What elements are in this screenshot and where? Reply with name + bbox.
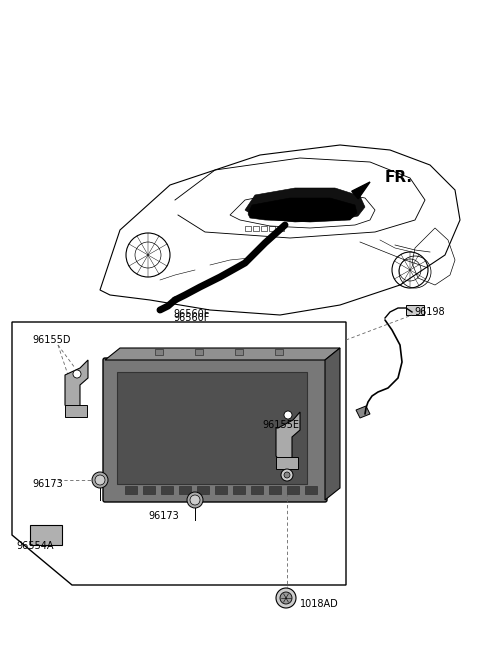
Text: 96155E: 96155E bbox=[262, 420, 299, 430]
Bar bbox=[233, 486, 245, 494]
Circle shape bbox=[92, 472, 108, 488]
Polygon shape bbox=[276, 412, 300, 464]
Circle shape bbox=[187, 492, 203, 508]
Circle shape bbox=[284, 411, 292, 419]
Bar bbox=[275, 349, 283, 355]
Bar bbox=[235, 349, 243, 355]
Circle shape bbox=[190, 495, 200, 505]
Bar bbox=[65, 405, 87, 417]
Circle shape bbox=[281, 469, 293, 481]
Circle shape bbox=[73, 370, 81, 378]
Text: 96554A: 96554A bbox=[16, 541, 53, 551]
Polygon shape bbox=[105, 348, 340, 360]
Bar bbox=[276, 457, 298, 469]
Text: 96560F: 96560F bbox=[174, 309, 210, 319]
Polygon shape bbox=[325, 348, 340, 500]
Bar bbox=[251, 486, 263, 494]
Bar bbox=[261, 226, 267, 231]
Bar bbox=[253, 226, 259, 231]
Polygon shape bbox=[12, 322, 346, 585]
Bar bbox=[179, 486, 191, 494]
Bar bbox=[406, 305, 424, 315]
Circle shape bbox=[276, 588, 296, 608]
Text: FR.: FR. bbox=[385, 171, 413, 186]
Bar bbox=[215, 486, 227, 494]
Polygon shape bbox=[248, 198, 357, 222]
Polygon shape bbox=[352, 182, 370, 199]
Bar bbox=[125, 486, 137, 494]
Bar bbox=[305, 486, 317, 494]
Circle shape bbox=[280, 592, 292, 604]
Text: 96198: 96198 bbox=[414, 307, 444, 317]
Bar bbox=[278, 226, 284, 231]
Text: 96155D: 96155D bbox=[32, 335, 71, 345]
Bar bbox=[143, 486, 155, 494]
Bar bbox=[195, 349, 203, 355]
FancyBboxPatch shape bbox=[103, 358, 327, 502]
Bar bbox=[117, 372, 307, 484]
Circle shape bbox=[95, 475, 105, 485]
Text: 96560F: 96560F bbox=[174, 313, 210, 323]
Bar bbox=[155, 349, 163, 355]
Polygon shape bbox=[356, 406, 370, 418]
Polygon shape bbox=[245, 188, 365, 222]
Polygon shape bbox=[65, 360, 88, 412]
Bar bbox=[161, 486, 173, 494]
Bar bbox=[30, 525, 62, 545]
Bar bbox=[269, 226, 275, 231]
Text: 96173: 96173 bbox=[148, 511, 179, 521]
Bar bbox=[287, 486, 299, 494]
Bar bbox=[245, 226, 251, 231]
Bar bbox=[269, 486, 281, 494]
Text: 96173: 96173 bbox=[32, 479, 63, 489]
Circle shape bbox=[284, 472, 290, 478]
Text: 1018AD: 1018AD bbox=[300, 599, 339, 609]
Bar bbox=[197, 486, 209, 494]
